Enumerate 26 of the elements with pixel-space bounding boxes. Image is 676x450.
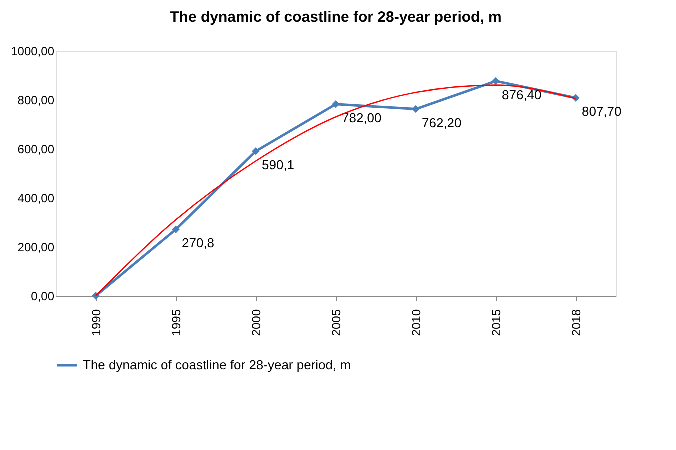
point: [252, 148, 260, 156]
legend-label: The dynamic of coastline for 28-year period, m: [83, 358, 352, 372]
point: [492, 77, 500, 86]
x-tick-label: 2010: [410, 309, 424, 336]
point: [172, 226, 180, 234]
y-tick-label: 400,00: [18, 192, 55, 206]
y-tick-label: 600,00: [18, 142, 55, 156]
y-tick-label: 1000,00: [11, 44, 55, 58]
x-tick-label: 1995: [170, 309, 184, 336]
y-tick-label: 800,00: [18, 94, 55, 108]
data-label: 270,8: [182, 236, 215, 251]
data-label: 762,20: [422, 115, 462, 130]
data-label: 807,70: [582, 104, 622, 120]
x-tick-label: 1990: [90, 309, 104, 336]
point: [412, 105, 420, 114]
x-tick-label: 2015: [490, 309, 504, 336]
x-tick-label: 2018: [570, 309, 584, 336]
y-tick-label: 0,00: [31, 290, 55, 304]
data-label: 876,40: [502, 87, 542, 102]
chart-title: The dynamic of coastline for 28-year period, m: [170, 9, 502, 26]
y-tick-label: 200,00: [18, 240, 55, 254]
x-tick-label: 2000: [250, 309, 264, 336]
point: [332, 100, 340, 108]
data-label: 590,1: [262, 157, 295, 172]
data-label: 782,00: [342, 110, 382, 126]
x-tick-label: 2005: [330, 309, 344, 336]
